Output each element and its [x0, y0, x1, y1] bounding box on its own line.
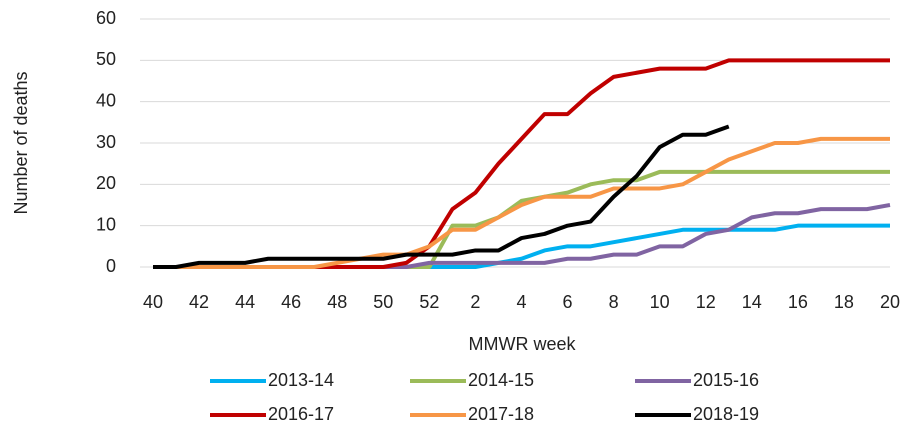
x-tick-label: 50 [373, 292, 393, 312]
y-tick-label: 10 [96, 214, 116, 234]
series-line [153, 169, 890, 269]
y-tick-label: 20 [96, 173, 116, 193]
y-tick-label: 30 [96, 132, 116, 152]
y-tick-label: 60 [96, 8, 116, 28]
legend-label: 2018-19 [693, 404, 759, 424]
legend-label: 2013-14 [268, 370, 334, 390]
x-tick-label: 2 [470, 292, 480, 312]
legend-label: 2015-16 [693, 370, 759, 390]
x-tick-label: 40 [143, 292, 163, 312]
x-tick-label: 52 [419, 292, 439, 312]
legend-label: 2014-15 [468, 370, 534, 390]
x-tick-label: 20 [880, 292, 900, 312]
x-tick-label: 12 [696, 292, 716, 312]
x-tick-label: 4 [516, 292, 526, 312]
x-tick-label: 42 [189, 292, 209, 312]
y-axis-label: Number of deaths [11, 71, 31, 214]
x-tick-label: 8 [609, 292, 619, 312]
legend-label: 2017-18 [468, 404, 534, 424]
y-tick-label: 50 [96, 49, 116, 69]
x-tick-label: 14 [742, 292, 762, 312]
x-axis-label: MMWR week [469, 334, 577, 354]
x-tick-label: 16 [788, 292, 808, 312]
x-tick-label: 18 [834, 292, 854, 312]
x-tick-label: 6 [563, 292, 573, 312]
x-tick-label: 44 [235, 292, 255, 312]
series-line [153, 58, 890, 269]
y-tick-label: 40 [96, 90, 116, 110]
x-tick-label: 10 [650, 292, 670, 312]
legend-label: 2016-17 [268, 404, 334, 424]
x-tick-label: 46 [281, 292, 301, 312]
series-line [153, 136, 890, 269]
y-tick-label: 0 [106, 256, 116, 276]
x-tick-label: 48 [327, 292, 347, 312]
series-line [153, 124, 730, 269]
